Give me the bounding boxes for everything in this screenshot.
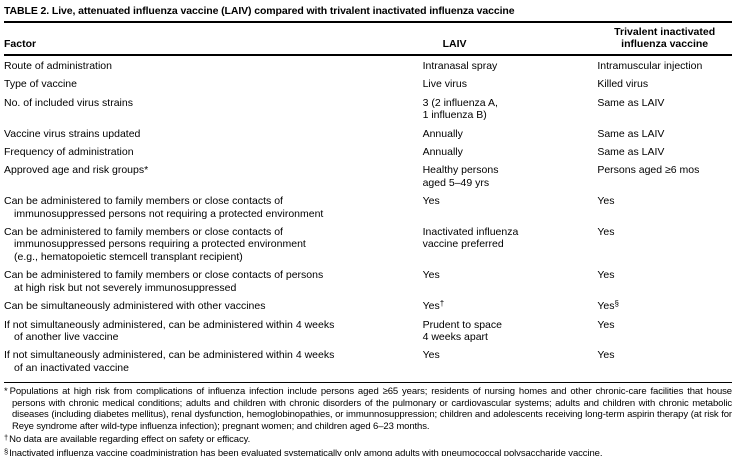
column-header-factor: Factor xyxy=(4,23,423,56)
header-row: Factor LAIV Trivalent inactivated influe… xyxy=(4,23,732,56)
factor-cell: Vaccine virus strains updated xyxy=(4,127,141,140)
factor-cell: Can be administered to family members or… xyxy=(4,195,324,220)
column-header-laiv: LAIV xyxy=(422,23,598,56)
tiv-cell: Yes xyxy=(597,269,615,282)
footnote-text: Populations at high risk from complicati… xyxy=(9,386,732,432)
table-row: Vaccine virus strains updated Annually S… xyxy=(4,128,732,146)
factor-cell: Can be simultaneously administered with … xyxy=(4,300,266,313)
tiv-cell: Intramuscular injection xyxy=(597,60,703,72)
table-row: If not simultaneously administered, can … xyxy=(4,319,732,350)
factor-cell: Type of vaccine xyxy=(4,78,77,91)
table-row: Frequency of administration Annually Sam… xyxy=(4,146,732,164)
tiv-cell: Killed virus xyxy=(597,78,649,91)
table-row: Can be administered to family members or… xyxy=(4,226,732,269)
factor-cell: Frequency of administration xyxy=(4,146,134,159)
table-row: Can be administered to family members or… xyxy=(4,269,732,300)
laiv-cell: Intranasal spray xyxy=(422,60,498,72)
table-row: Route of administration Intranasal spray… xyxy=(4,55,732,78)
section-footnote-marker: § xyxy=(614,299,619,309)
laiv-cell: Healthy persons aged 5–49 yrs xyxy=(422,164,499,189)
laiv-cell: Yes xyxy=(422,269,440,282)
laiv-cell: 3 (2 influenza A, 1 influenza B) xyxy=(422,96,498,122)
factor-cell: Can be administered to family members or… xyxy=(4,226,306,263)
asterisk-footnote-marker: * xyxy=(4,386,8,398)
laiv-cell: Yes† xyxy=(423,300,598,318)
laiv-cell: Annually xyxy=(422,146,463,159)
table-row: If not simultaneously administered, can … xyxy=(4,349,732,384)
laiv-cell: Yes xyxy=(422,349,598,384)
table-title: TABLE 2. Live, attenuated influenza vacc… xyxy=(4,3,732,23)
tiv-cell: Same as LAIV xyxy=(597,96,665,109)
tiv-cell: Yes xyxy=(597,318,615,331)
laiv-cell: Live virus xyxy=(422,78,467,91)
laiv-cell: Yes xyxy=(422,195,440,208)
tiv-cell: Yes xyxy=(597,195,615,208)
factor-cell: If not simultaneously administered, can … xyxy=(4,349,423,384)
table-row: Can be simultaneously administered with … xyxy=(4,300,732,318)
table-row: No. of included virus strains 3 (2 influ… xyxy=(4,97,732,128)
laiv-value: Yes xyxy=(422,300,440,313)
tiv-value: Yes xyxy=(597,300,615,313)
footnotes-block: * Populations at high risk from complicat… xyxy=(4,386,732,456)
tiv-cell: Same as LAIV xyxy=(597,146,665,159)
factor-cell: Route of administration xyxy=(4,60,112,72)
tiv-cell: Yes§ xyxy=(597,300,732,318)
section-footnote-marker: § xyxy=(4,446,9,456)
laiv-cell: Inactivated influenza vaccine preferred xyxy=(422,226,519,251)
footnote-no-data-available: †No data are available regarding effect … xyxy=(4,432,732,446)
laiv-cell: Prudent to space 4 weeks apart xyxy=(422,318,502,343)
tiv-cell: Persons aged ≥6 mos xyxy=(597,164,700,177)
table-row: Approved age and risk groups* Healthy pe… xyxy=(4,164,732,195)
footnote-text: Inactivated influenza vaccine coadminist… xyxy=(9,447,603,456)
tiv-cell: Same as LAIV xyxy=(597,127,665,140)
footnote-populations-at-high-risk: * Populations at high risk from complicat… xyxy=(4,386,732,432)
footnote-coadministration: §Inactivated influenza vaccine coadminis… xyxy=(4,446,732,456)
dagger-footnote-marker: † xyxy=(439,299,445,309)
table-row: Can be administered to family members or… xyxy=(4,195,732,226)
factor-cell: Can be administered to family members or… xyxy=(4,269,324,294)
column-header-trivalent: Trivalent inactivated influenza vaccine xyxy=(597,23,732,56)
factor-cell: No. of included virus strains xyxy=(4,96,133,109)
factor-cell: Approved age and risk groups* xyxy=(4,164,149,177)
factor-cell: If not simultaneously administered, can … xyxy=(4,318,335,343)
laiv-cell: Annually xyxy=(422,127,463,140)
tiv-cell: Yes xyxy=(597,226,615,239)
vaccine-comparison-table: Factor LAIV Trivalent inactivated influe… xyxy=(4,23,732,384)
dagger-footnote-marker: † xyxy=(4,433,9,443)
tiv-cell: Yes xyxy=(597,349,732,384)
table-row: Type of vaccine Live virus Killed virus xyxy=(4,78,732,96)
footnote-text: No data are available regarding effect o… xyxy=(9,434,251,446)
